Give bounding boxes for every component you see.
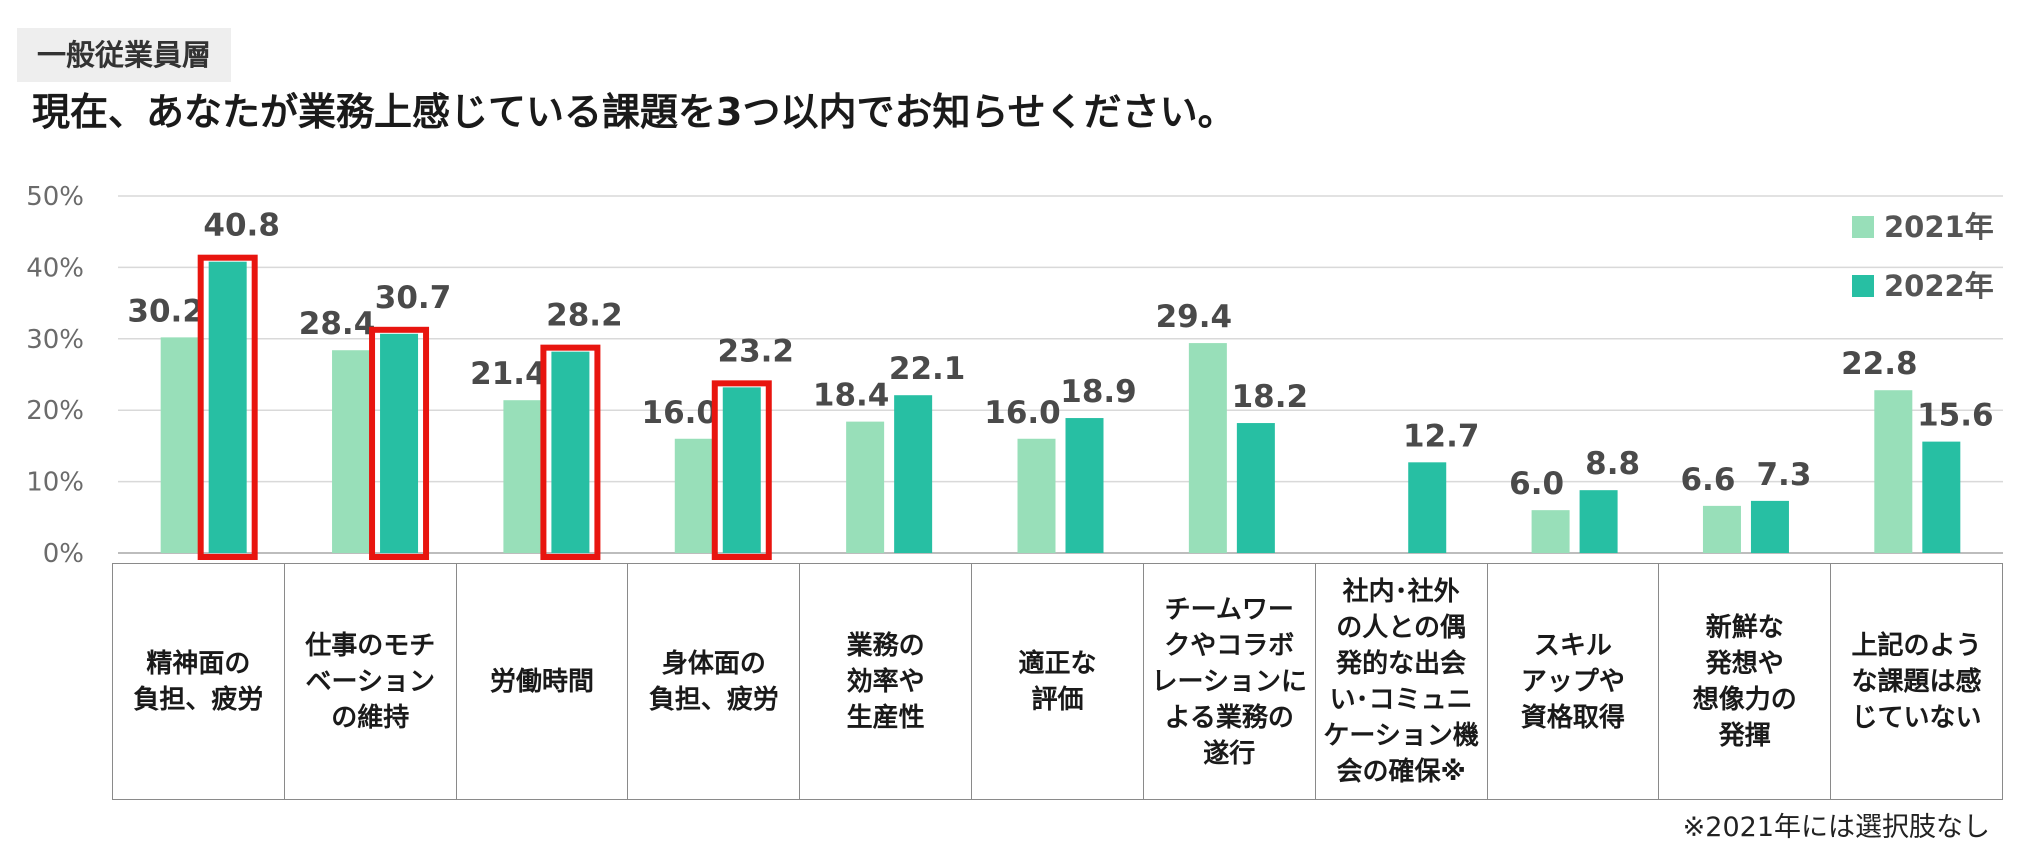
legend-swatch-2022 (1852, 275, 1874, 297)
bar-2021 (1874, 390, 1913, 553)
y-tick-label: 30% (26, 325, 84, 355)
value-label-2021: 18.4 (813, 378, 890, 414)
value-label-2022: 30.7 (375, 280, 452, 316)
bar-2022 (894, 395, 933, 553)
value-label-2022: 15.6 (1917, 398, 1994, 434)
bar-2022 (1922, 441, 1961, 553)
value-label-2022: 28.2 (546, 298, 623, 334)
value-label-2022: 40.8 (203, 208, 280, 244)
category-label: スキル アップや 資格取得 (1486, 564, 1659, 799)
value-label-2021: 16.0 (984, 395, 1061, 431)
y-tick-label: 0% (43, 539, 84, 569)
bar-2022 (380, 333, 419, 553)
bar-2022 (1408, 462, 1447, 553)
value-label-2022: 23.2 (718, 333, 795, 369)
value-label-2021: 29.4 (1156, 299, 1233, 335)
highlight-box (540, 344, 601, 561)
value-label-2021: 30.2 (127, 293, 204, 329)
bar-2022 (551, 351, 590, 553)
highlight-box (369, 326, 430, 560)
category-label: 身体面の 負担、疲労 (627, 564, 799, 799)
bar-2021 (332, 350, 371, 553)
bar-2022 (208, 261, 247, 553)
category-label: 業務の 効率や 生産性 (799, 564, 971, 799)
value-label-2022: 22.1 (889, 351, 966, 387)
value-label-2022: 8.8 (1585, 446, 1640, 482)
bar-2022 (1579, 490, 1618, 553)
value-label-2021: 6.6 (1680, 462, 1735, 498)
category-table: 精神面の 負担、疲労 仕事のモチ ベーション の維持 労働時間 身体面の 負担、疲労業… (112, 563, 2003, 800)
highlight-box (197, 254, 258, 560)
y-tick-label: 20% (26, 396, 84, 426)
bar-2022 (1750, 500, 1789, 553)
legend-swatch-2021 (1852, 216, 1874, 238)
respondent-segment-tag: 一般従業員層 (17, 28, 232, 82)
value-label-2022: 12.7 (1403, 418, 1480, 454)
bar-2022 (722, 387, 761, 553)
category-label: 精神面の 負担、疲労 (112, 564, 284, 799)
value-label-2021: 22.8 (1841, 346, 1918, 382)
value-label-2021: 6.0 (1509, 466, 1564, 502)
bar-2021 (846, 421, 885, 553)
value-label-2021: 28.4 (299, 306, 376, 342)
bar-2022 (1236, 423, 1275, 553)
y-tick-label: 40% (26, 253, 84, 283)
category-label: 新鮮な 発想や 想像力の 発揮 (1658, 564, 1830, 799)
bar-2021 (1188, 343, 1227, 553)
category-label: 上記のよう な課題は感 じていない (1830, 564, 2003, 799)
value-label-2021: 16.0 (642, 395, 719, 431)
category-label: 仕事のモチ ベーション の維持 (283, 564, 456, 799)
category-label: 労働時間 (455, 564, 628, 799)
bar-2021 (160, 337, 199, 553)
y-tick-label: 50% (26, 182, 84, 212)
footnote: ※2021年には選択肢なし (1682, 812, 1990, 843)
bar-2022 (1065, 418, 1104, 553)
y-tick-label: 10% (26, 468, 84, 498)
bar-2021 (1702, 505, 1741, 553)
value-label-2022: 7.3 (1756, 457, 1811, 493)
chart-title: 現在、あなたが業務上感じている課題を3つ以内でお知らせください。 (32, 90, 1236, 134)
highlight-box (711, 380, 772, 560)
bar-2021 (1017, 438, 1056, 553)
value-label-2022: 18.9 (1060, 374, 1137, 410)
legend-label-2021: 2021年 (1884, 210, 1994, 244)
category-label: チームワー クやコラボ レーションに よる業務の 遂行 (1142, 564, 1315, 799)
bar-2021 (1531, 510, 1570, 553)
category-label: 社内･社外 の人との偶 発的な出会 い･コミュニ ケーション機 会の確保※ (1314, 564, 1487, 799)
bar-2021 (503, 400, 542, 553)
bar-2021 (674, 438, 713, 553)
category-label: 適正な 評価 (971, 564, 1143, 799)
value-label-2021: 21.4 (470, 356, 547, 392)
legend-label-2022: 2022年 (1884, 269, 1994, 303)
value-label-2022: 18.2 (1232, 379, 1309, 415)
